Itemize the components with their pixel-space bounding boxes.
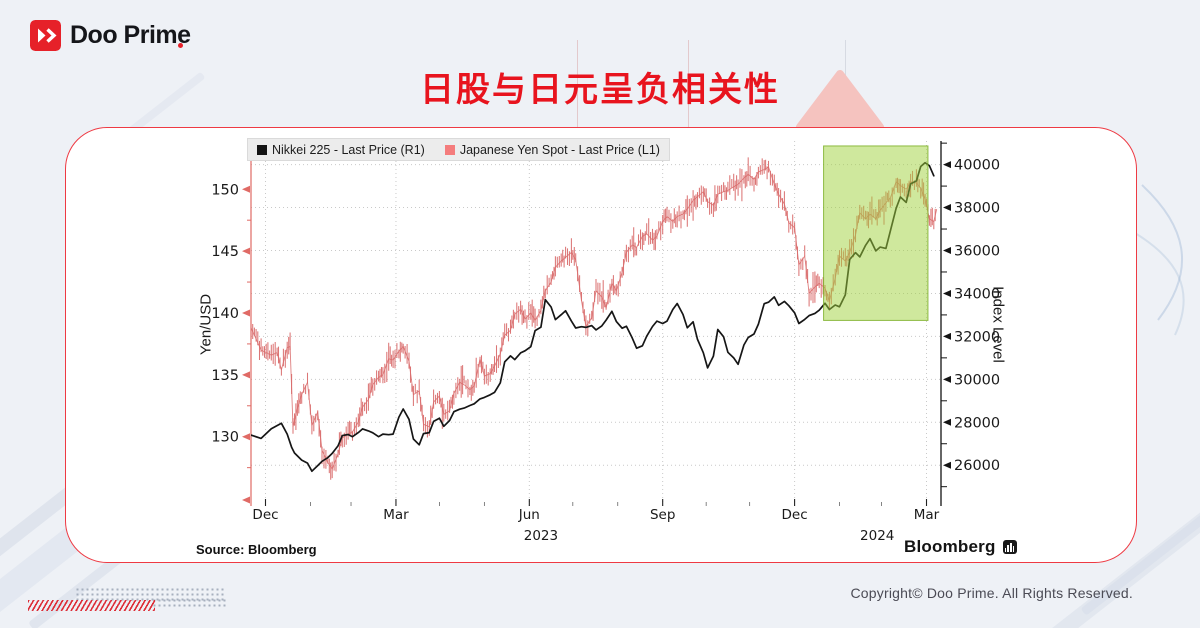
chart-card: Dec Mar Jun Sep Dec Mar 2023 2024 130 135 140 145 15… xyxy=(65,127,1137,563)
red-hatch-decoration xyxy=(28,600,155,611)
chart-plot: Dec Mar Jun Sep Dec Mar 2023 2024 130 135 140 145 15… xyxy=(211,141,1000,544)
svg-text:26000: 26000 xyxy=(954,458,1000,474)
legend-label-yen: Japanese Yen Spot - Last Price (L1) xyxy=(459,142,660,157)
svg-text:140: 140 xyxy=(211,306,239,322)
svg-text:32000: 32000 xyxy=(954,329,1000,345)
svg-text:Sep: Sep xyxy=(650,507,675,523)
svg-text:Dec: Dec xyxy=(782,507,808,523)
svg-text:Mar: Mar xyxy=(914,507,940,523)
source-label: Source: Bloomberg xyxy=(196,542,317,557)
bloomberg-mark-icon xyxy=(1002,540,1017,554)
svg-text:130: 130 xyxy=(211,430,239,446)
svg-text:Dec: Dec xyxy=(252,507,278,523)
svg-text:Mar: Mar xyxy=(383,507,409,523)
svg-text:2023: 2023 xyxy=(524,528,558,544)
svg-text:Jun: Jun xyxy=(518,507,540,523)
chart-legend: Nikkei 225 - Last Price (R1) Japanese Ye… xyxy=(247,138,670,161)
yen-swatch-icon xyxy=(444,144,455,155)
svg-text:145: 145 xyxy=(211,244,239,260)
svg-text:28000: 28000 xyxy=(954,415,1000,431)
copyright-text: Copyright© Doo Prime. All Rights Reserve… xyxy=(850,585,1133,601)
svg-text:135: 135 xyxy=(211,368,239,384)
dotted-pattern-decoration xyxy=(152,598,228,608)
legend-item-yen: Japanese Yen Spot - Last Price (L1) xyxy=(444,142,660,157)
left-axis-title: Yen/USD xyxy=(197,293,215,356)
background-hairline xyxy=(688,40,689,128)
svg-text:34000: 34000 xyxy=(954,286,1000,302)
bloomberg-logo: Bloomberg xyxy=(904,537,1017,557)
brand-logo: Doo Prime xyxy=(30,20,191,51)
dotted-pattern-decoration xyxy=(75,587,225,601)
doo-prime-icon xyxy=(30,20,61,51)
background-hairline xyxy=(577,40,578,128)
legend-item-nikkei: Nikkei 225 - Last Price (R1) xyxy=(257,143,425,157)
svg-text:36000: 36000 xyxy=(954,244,1000,260)
svg-text:40000: 40000 xyxy=(954,158,1000,174)
bloomberg-logo-text: Bloomberg xyxy=(904,537,996,556)
brand-dot xyxy=(178,43,183,48)
svg-text:30000: 30000 xyxy=(954,372,1000,388)
svg-text:2024: 2024 xyxy=(860,528,894,544)
legend-label-nikkei: Nikkei 225 - Last Price (R1) xyxy=(272,142,425,157)
page-title: 日股与日元呈负相关性 xyxy=(420,71,780,109)
nikkei-swatch-icon xyxy=(257,144,267,155)
svg-text:150: 150 xyxy=(211,182,239,198)
brand-name: Doo Prime xyxy=(70,21,191,49)
svg-text:38000: 38000 xyxy=(954,201,1000,217)
right-axis-title: Index Level xyxy=(989,286,1007,363)
